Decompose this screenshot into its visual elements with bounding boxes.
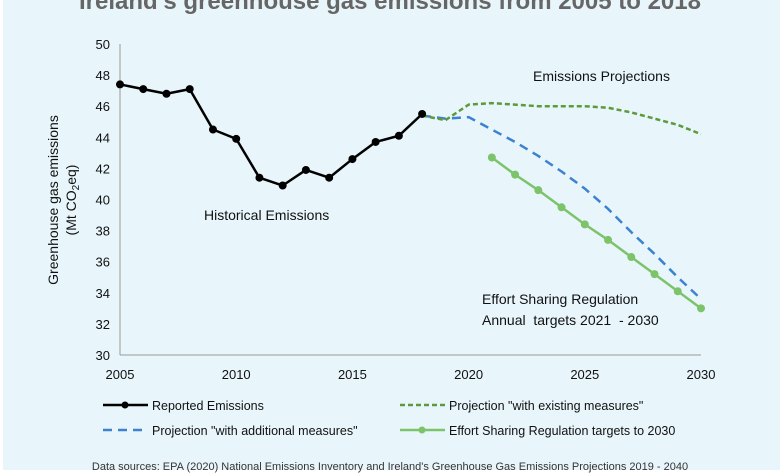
data-point-3	[673, 287, 682, 296]
data-point-0	[139, 85, 148, 94]
data-source-note: Data sources: EPA (2020) National Emissi…	[91, 461, 689, 473]
y-tick-label: 40	[96, 193, 110, 208]
data-point-3	[511, 170, 520, 179]
data-point-0	[232, 134, 241, 143]
legend-label-3: Effort Sharing Regulation targets to 203…	[449, 424, 675, 438]
data-point-0	[301, 165, 310, 174]
data-point-3	[650, 270, 659, 279]
data-point-3	[604, 235, 613, 244]
data-point-3	[534, 186, 543, 195]
annotation-esr-line2: Annual targets 2021 - 2030	[482, 312, 659, 328]
x-tick-label: 2005	[106, 367, 135, 382]
data-point-3	[580, 220, 589, 229]
chart-background	[3, 0, 780, 470]
y-tick-label: 38	[96, 224, 110, 239]
chart-title: Ireland's greenhouse gas emissions from …	[79, 0, 701, 15]
axes: 30 32 34 36 38 40 42 44 46 48 50 2005 2010 2015 2020 20…	[96, 37, 716, 382]
data-point-0	[418, 109, 427, 118]
series-group	[116, 80, 705, 313]
data-point-0	[162, 89, 171, 98]
data-point-3	[487, 153, 496, 162]
series-line-0	[119, 83, 423, 187]
series-line-3	[491, 156, 702, 310]
y-tick-label: 36	[96, 255, 110, 270]
legend-label-1: Projection "with existing measures"	[449, 399, 643, 413]
data-point-3	[627, 253, 636, 262]
data-point-0	[208, 125, 217, 134]
annotation-esr-line1: Effort Sharing Regulation	[482, 291, 638, 307]
annotation-projections: Emissions Projections	[533, 68, 670, 84]
legend-label-0: Reported Emissions	[152, 399, 264, 413]
y-tick-label: 34	[96, 286, 110, 301]
data-point-3	[557, 203, 566, 212]
x-tick-label: 2025	[570, 367, 599, 382]
y-tick-label: 42	[96, 161, 110, 176]
y-tick-label: 32	[96, 317, 110, 332]
x-tick-label: 2030	[687, 367, 716, 382]
y-tick-label: 46	[96, 99, 110, 114]
y-tick-label: 50	[96, 37, 110, 52]
y-axis-label-line2: (Mt CO2eq)	[63, 165, 82, 236]
data-point-0	[371, 137, 380, 146]
y-tick-label: 30	[96, 348, 110, 363]
data-point-3	[697, 304, 705, 313]
annotation-historical: Historical Emissions	[204, 207, 329, 223]
data-point-0	[255, 173, 264, 182]
data-point-0	[325, 173, 334, 182]
legend-marker-3	[418, 426, 426, 434]
x-tick-label: 2020	[454, 367, 483, 382]
y-tick-label: 44	[96, 130, 110, 145]
x-tick-label: 2015	[338, 367, 367, 382]
x-tick-label: 2010	[222, 367, 251, 382]
data-point-0	[348, 155, 357, 164]
legend: Reported Emissions Projection "with exist…	[103, 399, 675, 438]
y-tick-label: 48	[96, 68, 110, 83]
series-line-1	[421, 101, 702, 136]
legend-marker-0	[121, 401, 129, 409]
legend-label-2: Projection "with additional measures"	[152, 424, 358, 438]
data-point-0	[185, 85, 194, 94]
data-point-0	[394, 131, 403, 140]
data-point-0	[278, 181, 287, 190]
series-line-2	[421, 114, 702, 300]
y-axis-label-line1: Greenhouse gas emissions	[45, 115, 61, 285]
data-point-0	[116, 80, 124, 89]
